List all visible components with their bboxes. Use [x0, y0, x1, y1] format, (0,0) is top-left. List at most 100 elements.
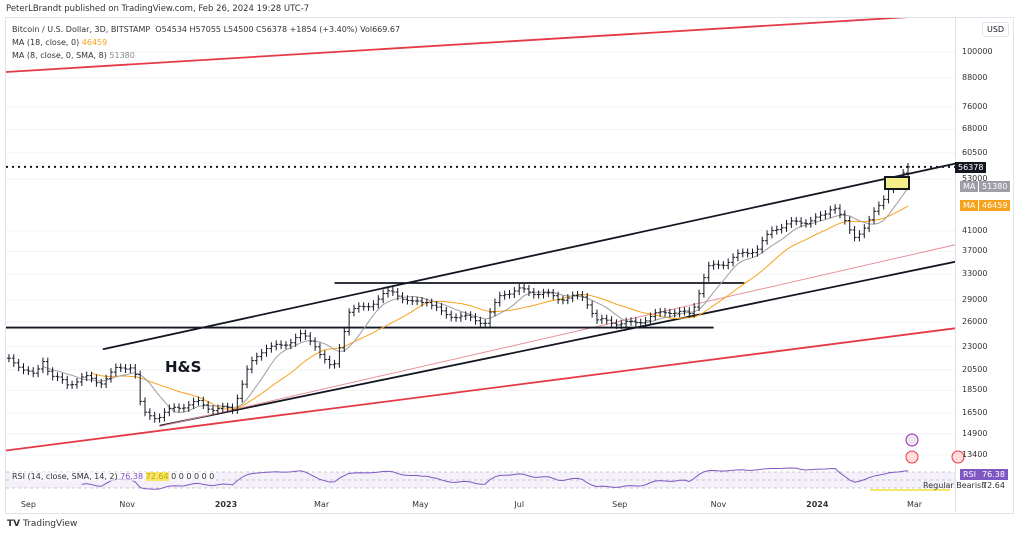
ohlc-bar	[862, 224, 867, 239]
ohlc-bar	[614, 319, 619, 329]
ohlc-bar	[211, 405, 216, 415]
us-flag-event-icon[interactable]	[951, 450, 965, 464]
ma8-tag-label: MA	[960, 181, 979, 192]
ohlc-bar	[366, 302, 371, 311]
ohlc-bar	[79, 373, 84, 386]
chart-frame	[5, 17, 1014, 514]
ohlc-bar	[867, 215, 872, 233]
ohlc-bar	[288, 338, 293, 350]
ohlc-bar	[842, 210, 847, 225]
currency-button[interactable]: USD	[982, 22, 1010, 37]
ohlc-bar	[779, 223, 784, 234]
ohlc-bar	[881, 195, 886, 210]
ohlc-bar	[716, 260, 721, 270]
ohlc-bar	[177, 403, 182, 413]
ohlc-bar	[726, 258, 731, 270]
ohlc-bar	[531, 288, 536, 299]
ohlc-bar	[551, 288, 556, 300]
ohlc-bar	[872, 207, 876, 224]
ohlc-bar	[11, 354, 16, 367]
ohlc-bar	[857, 230, 862, 242]
ohlc-bar	[123, 363, 128, 374]
ohlc-bar	[847, 216, 852, 234]
ohlc-bar	[342, 327, 347, 353]
ohlc-bar	[706, 261, 711, 282]
us-flag-event-icon[interactable]	[905, 450, 919, 464]
time-tick: Nov	[119, 500, 135, 509]
ohlc-bar	[371, 300, 376, 311]
ohlc-bar	[458, 312, 463, 322]
time-tick: Jul	[514, 500, 525, 509]
ohlc-bar	[633, 317, 638, 327]
ohlc-bar	[133, 363, 138, 379]
ohlc-bar	[186, 400, 191, 412]
ohlc-bar	[147, 408, 152, 420]
ohlc-bar	[424, 298, 429, 307]
ohlc-bar	[740, 248, 745, 258]
ohlc-bar	[541, 288, 546, 299]
ohlc-bar	[298, 329, 303, 342]
ohlc-bar	[283, 341, 288, 350]
ma18-label[interactable]: MA (18, close, 0)	[12, 38, 80, 47]
ohlc-bar	[327, 355, 332, 369]
ohlc-bar	[735, 249, 740, 262]
ohlc-bar	[667, 308, 672, 318]
ohlc-bar	[16, 358, 21, 372]
time-tick: May	[412, 500, 429, 509]
price-tick: 100000	[962, 47, 993, 56]
rsi-tag-value: 76.38	[979, 469, 1008, 480]
tradingview-logo[interactable]: TV TradingView	[7, 519, 77, 529]
ohlc-bar	[833, 204, 838, 214]
rsi-line	[81, 467, 909, 490]
price-tick: 88000	[962, 72, 988, 82]
ohlc-bar	[356, 302, 361, 313]
ohlc-bar	[55, 372, 60, 382]
ohlc-bar	[128, 363, 133, 374]
price-tick: 68000	[962, 124, 988, 134]
ohlc-bar	[522, 283, 527, 293]
ohlc-bar	[556, 291, 561, 304]
ohlc-bar	[74, 377, 79, 389]
ohlc-bar	[269, 342, 274, 353]
ohlc-bar	[439, 303, 444, 315]
ohlc-bar	[876, 201, 881, 216]
ohlc-bar	[575, 291, 580, 300]
ohlc-bar	[687, 307, 692, 318]
ma8-label[interactable]: MA (8, close, 0, SMA, 8)	[12, 51, 107, 60]
lightning-event-icon[interactable]	[905, 433, 919, 447]
ohlc-bar	[6, 354, 11, 363]
ohlc-bar	[386, 286, 390, 298]
ohlc-bar	[113, 363, 118, 377]
price-tick: 37000	[962, 246, 988, 256]
price-tick: 23000	[962, 341, 988, 351]
ohlc-bar	[682, 307, 687, 316]
price-tick: 18500	[962, 385, 988, 395]
trendline-channel-top	[102, 162, 955, 351]
brand-name: TradingView	[22, 519, 78, 529]
ohlc-bar	[604, 314, 609, 325]
ohlc-bar	[721, 261, 726, 270]
ohlc-bar	[181, 403, 186, 413]
ohlc-bar	[653, 308, 658, 321]
plot-area	[6, 18, 955, 456]
ohlc-bar	[638, 318, 643, 327]
ohlc-bar	[254, 352, 259, 365]
price-tick: 13400	[962, 449, 988, 459]
ohlc-bar	[70, 380, 75, 389]
chart-legend: Bitcoin / U.S. Dollar, 3D, BITSTAMP O545…	[12, 23, 400, 62]
ohlc-bar	[590, 300, 595, 318]
ohlc-bar	[585, 293, 590, 309]
ma8-value: 51380	[109, 51, 135, 60]
ohlc-bar	[629, 317, 633, 326]
ohlc-bar	[118, 363, 123, 373]
ohlc-bar	[108, 368, 113, 383]
ohlc-bar	[240, 380, 245, 403]
ohlc-bar	[658, 307, 663, 317]
ohlc-bar	[497, 291, 502, 307]
symbol-label[interactable]: Bitcoin / U.S. Dollar, 3D, BITSTAMP	[12, 25, 151, 34]
ohlc-bar	[502, 290, 507, 300]
rsi-label[interactable]: RSI (14, close, SMA, 14, 2)	[12, 472, 118, 481]
ohlc-bar	[507, 290, 512, 299]
ohlc-bar	[220, 402, 225, 413]
